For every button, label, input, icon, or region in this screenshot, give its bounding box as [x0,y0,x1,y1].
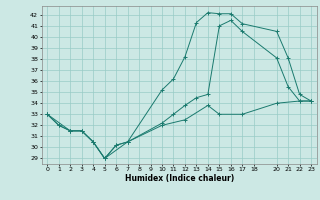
X-axis label: Humidex (Indice chaleur): Humidex (Indice chaleur) [124,174,234,183]
